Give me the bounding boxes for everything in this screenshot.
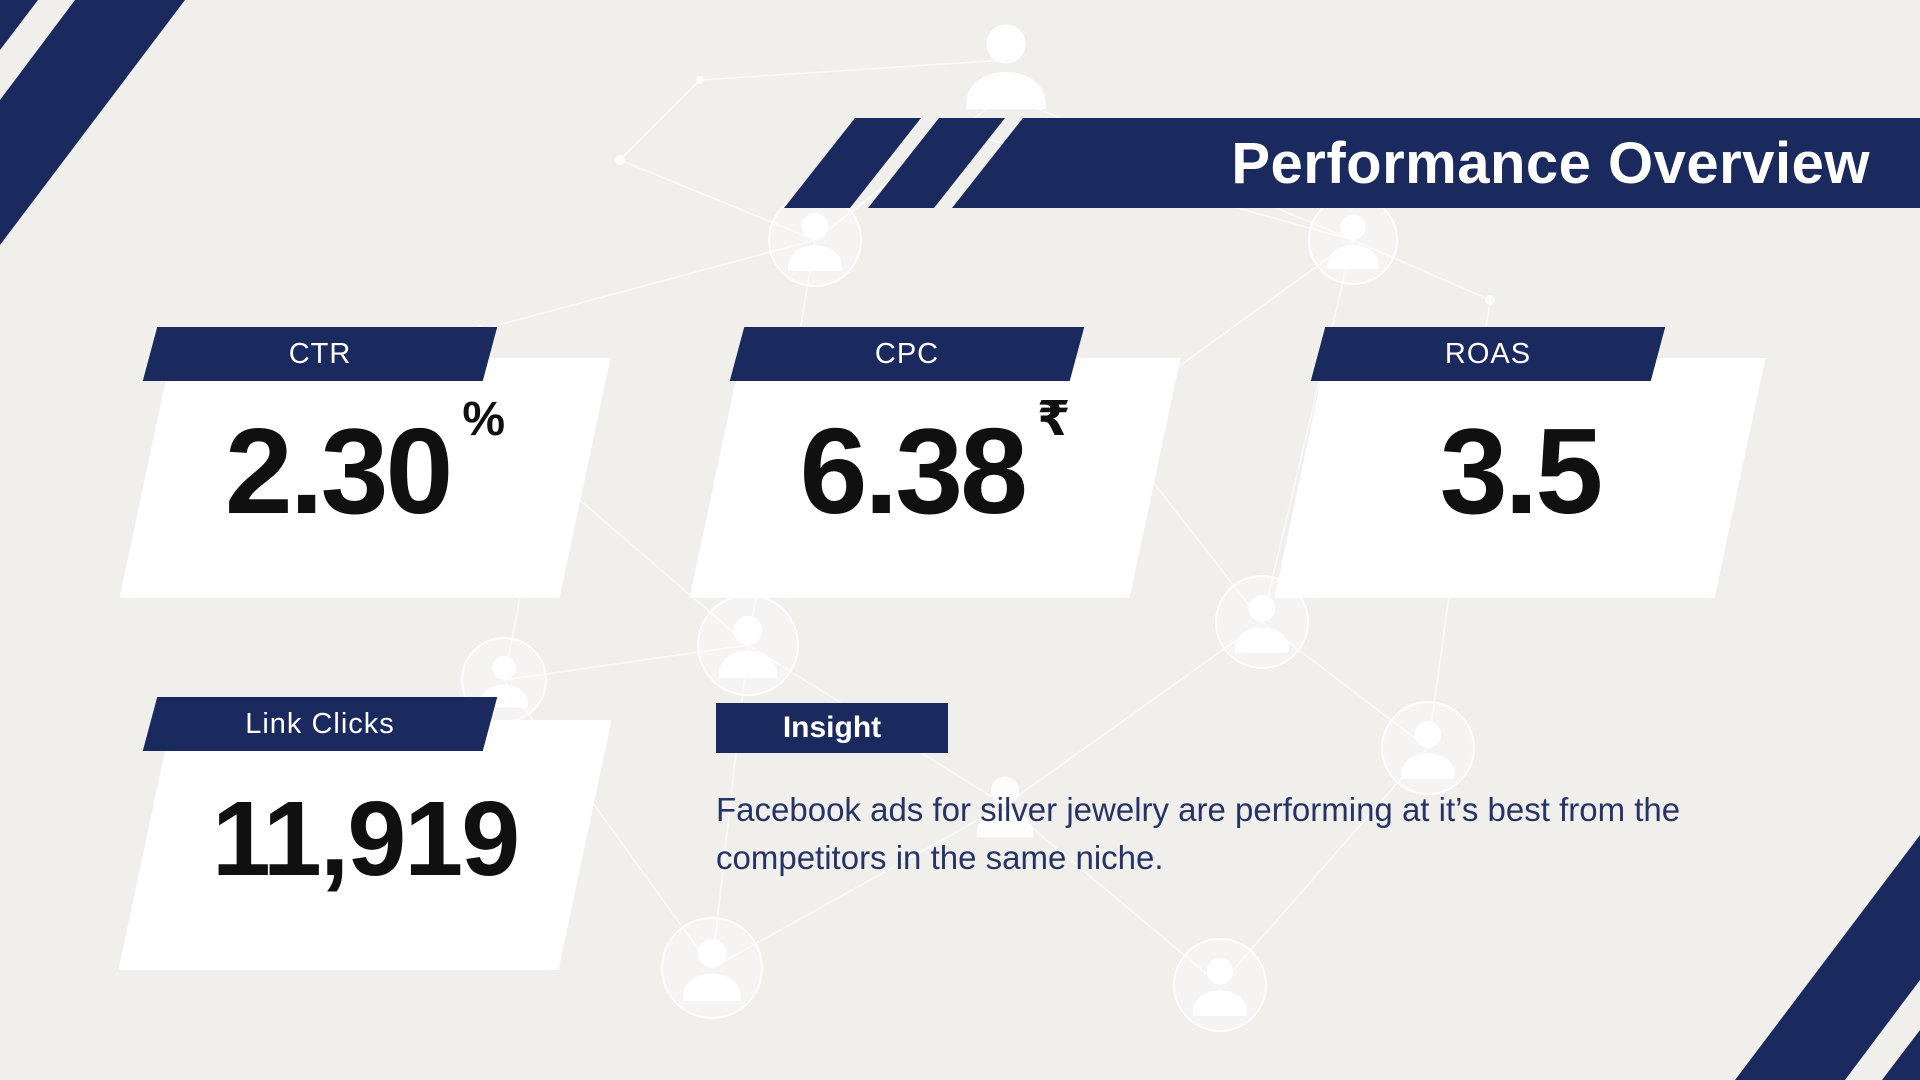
cpc-value-row: 6.38 ₹ xyxy=(715,358,1155,539)
person-nodes xyxy=(461,24,1475,1032)
person-node-icon xyxy=(966,24,1046,110)
header-bar: Performance Overview xyxy=(952,118,1920,208)
insight-label-chip: Insight xyxy=(716,703,948,753)
ctr-unit: % xyxy=(462,393,506,446)
person-node-icon xyxy=(1381,701,1475,795)
insight-text: Facebook ads for silver jewelry are perf… xyxy=(716,791,1681,876)
ctr-label: CTR xyxy=(288,338,352,370)
ctr-label-chip: CTR xyxy=(142,327,498,381)
cpc-value: 6.38 xyxy=(799,403,1028,539)
person-node-icon xyxy=(1215,575,1309,669)
link-clicks-label-chip: Link Clicks xyxy=(142,697,498,751)
roas-value-row: 3.5 xyxy=(1300,358,1740,532)
link-clicks-label: Link Clicks xyxy=(245,708,395,740)
roas-value: 3.5 xyxy=(1439,403,1604,539)
person-node-icon xyxy=(1308,195,1398,285)
person-node-icon xyxy=(697,594,799,696)
ctr-value: 2.30 xyxy=(224,403,453,539)
insight-label: Insight xyxy=(782,711,882,744)
link-clicks-value-row: 11,919 xyxy=(145,720,585,892)
roas-label: ROAS xyxy=(1444,338,1532,370)
metric-card-cpc: 6.38 ₹ xyxy=(689,358,1181,598)
cpc-label-chip: CPC xyxy=(729,327,1085,381)
cpc-label: CPC xyxy=(874,338,940,370)
metric-card-link-clicks: 11,919 xyxy=(118,720,612,970)
cpc-unit-rupee-icon: ₹ xyxy=(1037,393,1071,446)
person-node-icon xyxy=(1173,938,1267,1032)
link-clicks-value: 11,919 xyxy=(211,780,520,898)
roas-label-chip: ROAS xyxy=(1310,327,1666,381)
metric-card-ctr: 2.30 % xyxy=(119,358,611,598)
metric-card-roas: 3.5 xyxy=(1274,358,1766,598)
ctr-value-row: 2.30 % xyxy=(145,358,585,539)
person-node-icon xyxy=(661,917,763,1019)
page-title: Performance Overview xyxy=(1231,130,1870,196)
